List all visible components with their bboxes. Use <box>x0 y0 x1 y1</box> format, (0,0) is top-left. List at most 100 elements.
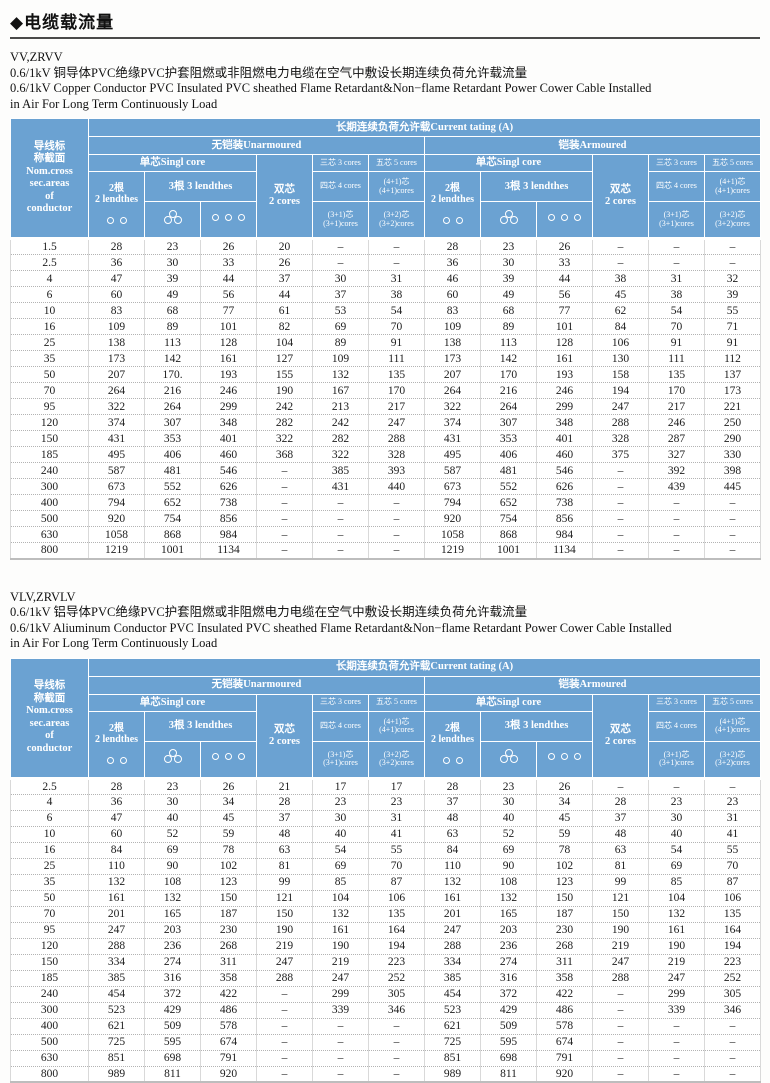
rating-cell: 401 <box>201 431 257 447</box>
rating-cell: 36 <box>425 255 481 271</box>
cable-section: VLV,ZRVLV 0.6/1kV 铝导体PVC绝缘PVC护套阻燃或非阻燃电力电… <box>10 590 760 1083</box>
rating-cell: 55 <box>705 842 761 858</box>
rating-cell: 392 <box>649 463 705 479</box>
rating-cell: 374 <box>89 415 145 431</box>
rating-cell: 372 <box>481 986 537 1002</box>
conductor-size-cell: 300 <box>11 479 89 495</box>
rating-cell: 299 <box>537 399 593 415</box>
conductor-size-cell: 10 <box>11 826 89 842</box>
conductor-size-cell: 25 <box>11 858 89 874</box>
rating-cell: 85 <box>313 874 369 890</box>
rating-cell: 216 <box>145 383 201 399</box>
rating-cell: – <box>257 543 313 559</box>
rating-cell: 422 <box>201 986 257 1002</box>
rating-cell: 142 <box>481 351 537 367</box>
rating-cell: 219 <box>593 938 649 954</box>
rating-cell: 135 <box>369 906 425 922</box>
rating-cell: 170. <box>145 367 201 383</box>
rating-cell: 123 <box>201 874 257 890</box>
section-model: VV,ZRVV <box>10 50 760 66</box>
rating-cell: 49 <box>481 287 537 303</box>
rating-cell: – <box>593 778 649 794</box>
rating-cell: 299 <box>649 986 705 1002</box>
rating-cell: 339 <box>649 1002 705 1018</box>
rating-cell: 984 <box>537 527 593 543</box>
trefoil-header <box>145 741 201 778</box>
rating-cell: 121 <box>593 890 649 906</box>
rating-cell: 20 <box>257 239 313 255</box>
conductor-size-cell: 500 <box>11 511 89 527</box>
rating-cell: 132 <box>313 367 369 383</box>
rating-cell: 30 <box>313 810 369 826</box>
rating-cell: 47 <box>89 810 145 826</box>
rating-cell: 68 <box>145 303 201 319</box>
three-circles-trefoil-icon <box>162 210 184 226</box>
rating-cell: 91 <box>369 335 425 351</box>
rating-cell: 164 <box>705 922 761 938</box>
rating-cell: 111 <box>369 351 425 367</box>
rating-cell: 128 <box>537 335 593 351</box>
two-lengths-label: 2根 2 lendthes <box>425 183 480 205</box>
rating-cell: 23 <box>705 794 761 810</box>
rating-cell: 37 <box>425 794 481 810</box>
rating-cell: 385 <box>313 463 369 479</box>
conductor-size-cell: 400 <box>11 1018 89 1034</box>
rating-cell: 203 <box>145 922 201 938</box>
rating-cell: 161 <box>425 890 481 906</box>
rating-cell: – <box>313 1018 369 1034</box>
rating-cell: 316 <box>481 970 537 986</box>
rating-cell: – <box>593 986 649 1002</box>
rating-cell: 1058 <box>425 527 481 543</box>
rating-cell: 85 <box>649 874 705 890</box>
rating-cell: – <box>369 511 425 527</box>
three-cores-header: 三芯 3 cores <box>649 694 705 711</box>
three-circles-trefoil-icon <box>498 210 520 226</box>
rating-cell: 61 <box>257 303 313 319</box>
rating-cell: 348 <box>537 415 593 431</box>
rating-cell: 217 <box>369 399 425 415</box>
rating-cell: 55 <box>369 842 425 858</box>
single-core-header: 单芯Singl core <box>89 694 257 711</box>
rating-cell: – <box>313 1034 369 1050</box>
rating-cell: 23 <box>481 778 537 794</box>
two-lengths-label: 2根 2 lendthes <box>425 723 480 745</box>
rating-cell: 246 <box>649 415 705 431</box>
rating-cell: – <box>593 543 649 559</box>
rating-cell: 138 <box>425 335 481 351</box>
rating-cell: 28 <box>425 778 481 794</box>
conductor-size-cell: 150 <box>11 954 89 970</box>
rating-cell: – <box>369 1050 425 1066</box>
rating-cell: 268 <box>201 938 257 954</box>
rating-cell: 44 <box>201 271 257 287</box>
rating-cell: 439 <box>649 479 705 495</box>
rating-cell: 38 <box>369 287 425 303</box>
rating-cell: 1058 <box>89 527 145 543</box>
rating-cell: – <box>313 255 369 271</box>
rating-cell: 213 <box>313 399 369 415</box>
rating-cell: 920 <box>89 511 145 527</box>
rating-cell: – <box>369 1066 425 1082</box>
three-plus-one-header: (3+1)芯 (3+1)cores <box>313 741 369 778</box>
rating-cell: 327 <box>649 447 705 463</box>
rating-cell: 698 <box>145 1050 201 1066</box>
rating-cell: 626 <box>201 479 257 495</box>
rating-cell: 161 <box>313 922 369 938</box>
rating-cell: 44 <box>257 287 313 303</box>
rating-cell: 56 <box>537 287 593 303</box>
rating-cell: 89 <box>481 319 537 335</box>
rating-cell: 54 <box>649 842 705 858</box>
page-title: ◆电缆载流量 <box>10 8 760 33</box>
rating-cell: 201 <box>89 906 145 922</box>
rating-cell: 440 <box>369 479 425 495</box>
rating-cell: – <box>593 255 649 271</box>
rating-cell: 652 <box>481 495 537 511</box>
rating-cell: 401 <box>537 431 593 447</box>
rating-cell: 626 <box>537 479 593 495</box>
conductor-size-cell: 300 <box>11 1002 89 1018</box>
conductor-size-cell: 95 <box>11 922 89 938</box>
rating-cell: 725 <box>89 1034 145 1050</box>
rating-cell: 23 <box>313 794 369 810</box>
